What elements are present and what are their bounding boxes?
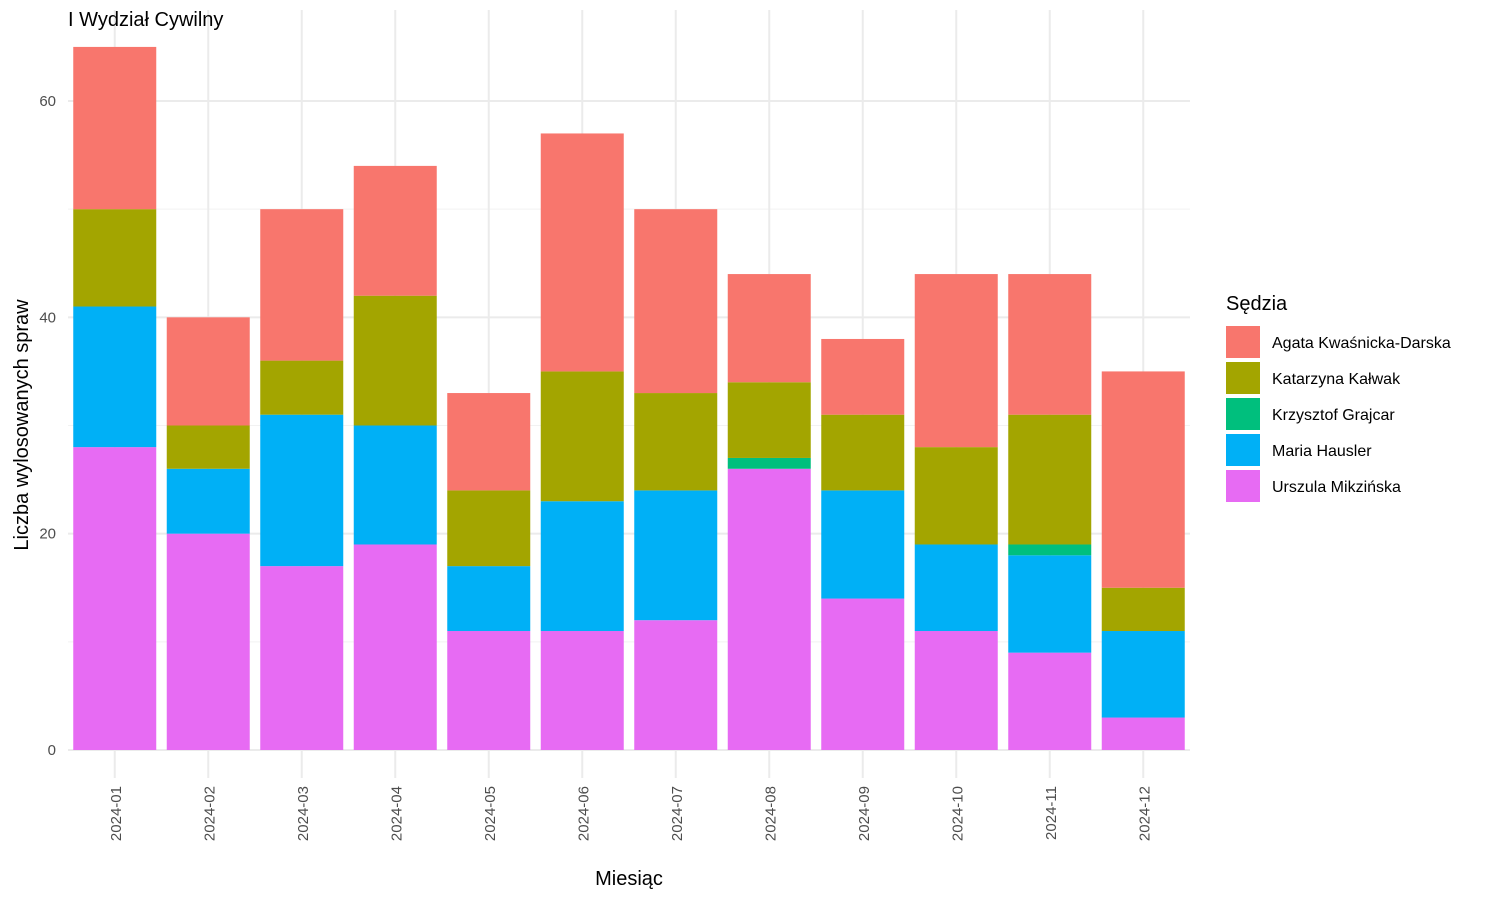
chart-title: I Wydział Cywilny bbox=[68, 9, 223, 31]
bar-segment bbox=[540, 133, 624, 372]
x-tick-label: 2024-03 bbox=[295, 786, 312, 841]
bars bbox=[73, 46, 1185, 750]
legend-swatch bbox=[1226, 398, 1260, 430]
bar-segment bbox=[447, 490, 531, 567]
bar-segment bbox=[73, 447, 157, 750]
bar-segment bbox=[540, 631, 624, 750]
bar-segment bbox=[73, 46, 157, 210]
bar-segment bbox=[1008, 652, 1092, 750]
x-tick-label: 2024-06 bbox=[575, 786, 592, 841]
y-tick-label: 0 bbox=[48, 742, 56, 759]
bar-segment bbox=[353, 544, 437, 750]
bar-segment bbox=[821, 414, 905, 491]
bar-segment bbox=[914, 274, 998, 448]
bar-segment bbox=[634, 393, 718, 491]
bar-segment bbox=[1008, 555, 1092, 653]
bar-segment bbox=[166, 425, 250, 469]
x-tick-label: 2024-10 bbox=[949, 786, 966, 841]
bar-segment bbox=[260, 209, 344, 361]
bar-segment bbox=[727, 468, 811, 750]
bar-segment bbox=[1101, 587, 1185, 632]
bar-segment bbox=[1008, 544, 1092, 556]
legend-swatch bbox=[1226, 326, 1260, 358]
legend-title: Sędzia bbox=[1226, 293, 1288, 315]
bar-segment bbox=[821, 338, 905, 415]
bar-segment bbox=[914, 447, 998, 545]
x-tick-label: 2024-09 bbox=[856, 786, 873, 841]
bar-segment bbox=[727, 274, 811, 383]
legend-swatch bbox=[1226, 434, 1260, 466]
x-tick-label: 2024-11 bbox=[1043, 786, 1060, 840]
legend-label: Urszula Mikzińska bbox=[1272, 479, 1401, 496]
x-tick-label: 2024-07 bbox=[669, 786, 686, 841]
bar-segment bbox=[260, 360, 344, 415]
bar-segment bbox=[634, 209, 718, 394]
y-axis-ticks: 0 20 40 60 bbox=[39, 93, 56, 759]
bar-segment bbox=[166, 533, 250, 750]
y-axis-title: Liczba wylosowanych spraw bbox=[11, 299, 33, 551]
bar-segment bbox=[353, 295, 437, 426]
bar-segment bbox=[260, 566, 344, 750]
bar-segment bbox=[634, 620, 718, 750]
bar-segment bbox=[73, 306, 157, 448]
y-tick-label: 60 bbox=[39, 93, 56, 110]
bar-segment bbox=[914, 631, 998, 750]
bar-segment bbox=[447, 631, 531, 750]
bar-segment bbox=[1101, 371, 1185, 588]
legend-label: Katarzyna Kałwak bbox=[1272, 371, 1401, 388]
x-tick-label: 2024-08 bbox=[762, 786, 779, 841]
bar-segment bbox=[727, 457, 811, 469]
x-tick-label: 2024-01 bbox=[108, 786, 125, 841]
bar-segment bbox=[166, 468, 250, 534]
bar-segment bbox=[914, 544, 998, 632]
y-tick-label: 20 bbox=[39, 526, 56, 543]
bar-segment bbox=[821, 490, 905, 599]
bar-segment bbox=[727, 382, 811, 458]
legend-swatch bbox=[1226, 362, 1260, 394]
bar-segment bbox=[540, 371, 624, 502]
bar-segment bbox=[1008, 274, 1092, 415]
x-axis-ticks: 2024-01 2024-02 2024-03 2024-04 2024-05 2024-… bbox=[108, 786, 1154, 841]
bar-segment bbox=[821, 598, 905, 750]
bar-segment bbox=[634, 490, 718, 621]
bar-segment bbox=[353, 425, 437, 545]
bar-segment bbox=[73, 209, 157, 307]
bar-segment bbox=[1008, 414, 1092, 545]
x-tick-label: 2024-02 bbox=[201, 786, 218, 841]
bar-segment bbox=[540, 501, 624, 632]
x-tick-label: 2024-05 bbox=[482, 786, 499, 841]
bar-segment bbox=[260, 414, 344, 567]
bar-segment bbox=[353, 165, 437, 296]
bar-segment bbox=[1101, 631, 1185, 718]
legend-label: Agata Kwaśnicka-Darska bbox=[1272, 335, 1451, 352]
bar-segment bbox=[447, 566, 531, 632]
bar-segment bbox=[1101, 717, 1185, 750]
legend-label: Krzysztof Grajcar bbox=[1272, 407, 1395, 424]
y-tick-label: 40 bbox=[39, 309, 56, 326]
legend: Sędzia Agata Kwaśnicka-Darska Katarzyna K… bbox=[1226, 293, 1451, 502]
legend-swatch bbox=[1226, 470, 1260, 502]
x-tick-label: 2024-04 bbox=[388, 786, 405, 841]
bar-segment bbox=[447, 393, 531, 491]
x-tick-label: 2024-12 bbox=[1136, 786, 1153, 841]
x-axis-title: Miesiąc bbox=[595, 868, 663, 890]
legend-label: Maria Hausler bbox=[1272, 443, 1372, 460]
bar-segment bbox=[166, 317, 250, 426]
